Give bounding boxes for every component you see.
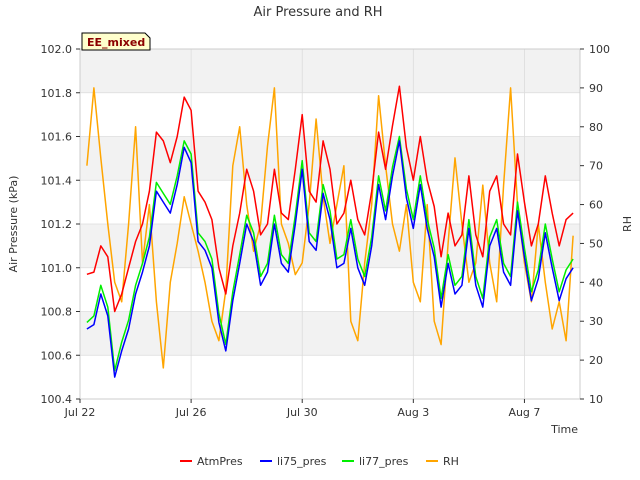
x-tick-label: Jul 22 [64, 406, 96, 419]
y-tick-label: 101.6 [41, 131, 73, 144]
legend-label-atmpres: AtmPres [197, 455, 243, 468]
y2-tick-label: 80 [589, 121, 603, 134]
series-line-li75-pres [86, 140, 574, 378]
y-tick-label: 100.4 [41, 393, 73, 406]
y-tick-label: 100.6 [41, 349, 73, 362]
series-line-rh [86, 87, 574, 369]
chart-title: Air Pressure and RH [253, 5, 382, 20]
y-tick-label: 101.2 [41, 218, 73, 231]
legend-label-rh: RH [443, 455, 459, 468]
plot-band [80, 267, 580, 312]
x-tick-label: Aug 7 [508, 406, 540, 419]
series-layer [86, 85, 574, 378]
badge: EE_mixed [81, 32, 151, 51]
x-tick-label: Jul 26 [175, 406, 207, 419]
x-axis-ticks: Jul 22 Jul 26 Jul 30 Aug 3 Aug 7 [64, 399, 540, 419]
y-tick-label: 101.4 [41, 174, 73, 187]
y2-axis-label: RH [621, 216, 634, 232]
right-axis-ticks: 10 20 30 40 50 60 70 80 90 100 [580, 43, 610, 406]
y2-tick-label: 70 [589, 160, 603, 173]
y2-tick-label: 90 [589, 82, 603, 95]
y-tick-label: 102.0 [41, 43, 73, 56]
plot-band [80, 355, 580, 399]
y-tick-label: 101.8 [41, 87, 73, 100]
y2-tick-label: 10 [589, 393, 603, 406]
x-axis-label: Time [550, 423, 578, 436]
plot-band [80, 92, 580, 137]
y2-tick-label: 60 [589, 199, 603, 212]
y2-tick-label: 30 [589, 315, 603, 328]
x-tick-label: Aug 3 [397, 406, 429, 419]
plot-band [80, 311, 580, 356]
plot-band [80, 49, 580, 93]
badge-label: EE_mixed [87, 36, 145, 49]
series-line-li77-pres [86, 135, 574, 372]
y2-tick-label: 40 [589, 276, 603, 289]
legend-label-li77-pres: li77_pres [359, 455, 409, 468]
y-tick-label: 101.0 [41, 262, 73, 275]
x-tick-label: Jul 30 [286, 406, 318, 419]
y-tick-label: 100.8 [41, 306, 73, 319]
y2-tick-label: 20 [589, 354, 603, 367]
series-line-atmpres [86, 85, 574, 313]
left-axis-ticks: 100.4 100.6 100.8 101.0 101.2 101.4 101.6 101.8… [41, 43, 80, 406]
legend: AtmPres li75_pres li77_pres RH [180, 455, 459, 468]
y2-tick-label: 100 [589, 43, 610, 56]
y2-tick-label: 50 [589, 237, 603, 250]
legend-label-li75-pres: li75_pres [277, 455, 327, 468]
plot-band [80, 224, 580, 268]
y-axis-label: Air Pressure (kPa) [7, 176, 20, 273]
